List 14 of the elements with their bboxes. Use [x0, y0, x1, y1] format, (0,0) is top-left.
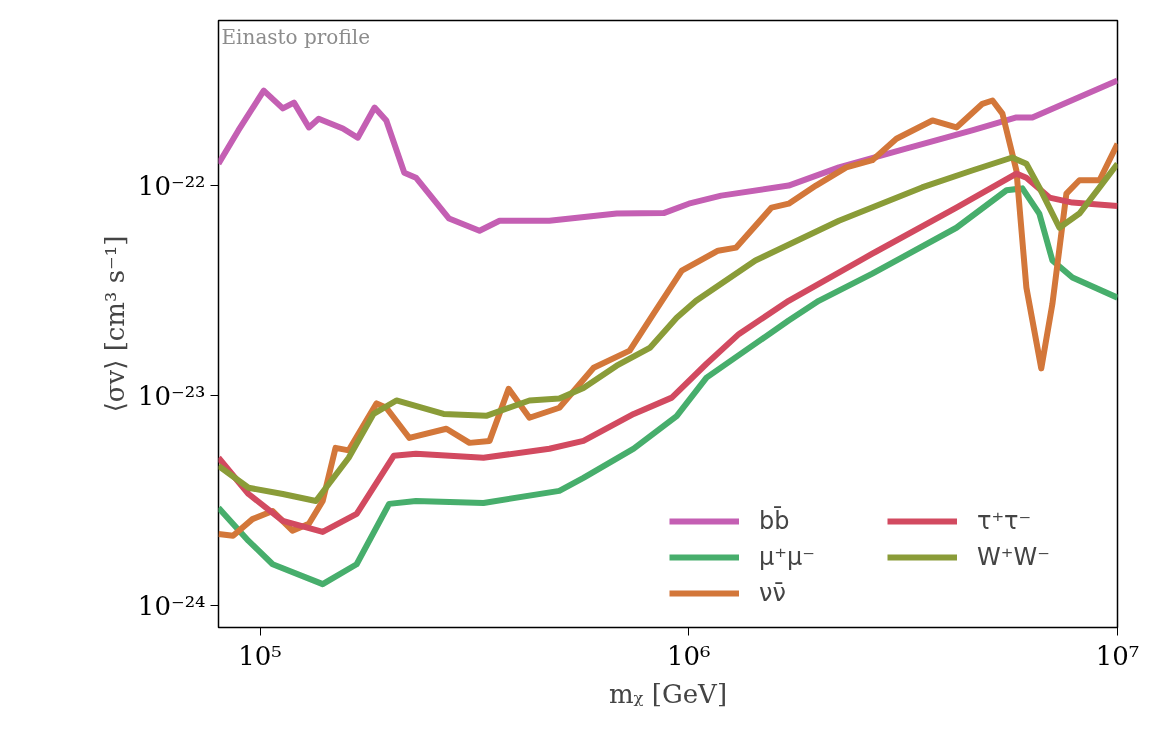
x-axis-title: mᵪ [GeV]	[608, 678, 728, 709]
y-tick-label: 10⁻²⁴	[137, 590, 206, 621]
y-axis-title: ⟨σv⟩ [cm³ s⁻¹]	[99, 235, 130, 413]
legend-label: μ⁺μ⁻	[759, 543, 816, 571]
legend-label: νν̄	[759, 579, 787, 607]
legend-label: W⁺W⁻	[977, 543, 1051, 571]
y-tick-label: 10⁻²³	[137, 380, 206, 411]
legend-label: τ⁺τ⁻	[977, 507, 1033, 535]
x-tick-label: 10⁵	[238, 640, 282, 671]
y-tick-label: 10⁻²²	[137, 170, 206, 201]
annotation: Einasto profile	[221, 24, 370, 49]
x-tick-label: 10⁷	[1095, 640, 1140, 671]
x-tick-label: 10⁶	[667, 640, 711, 671]
legend-label: bb̄	[759, 507, 791, 535]
